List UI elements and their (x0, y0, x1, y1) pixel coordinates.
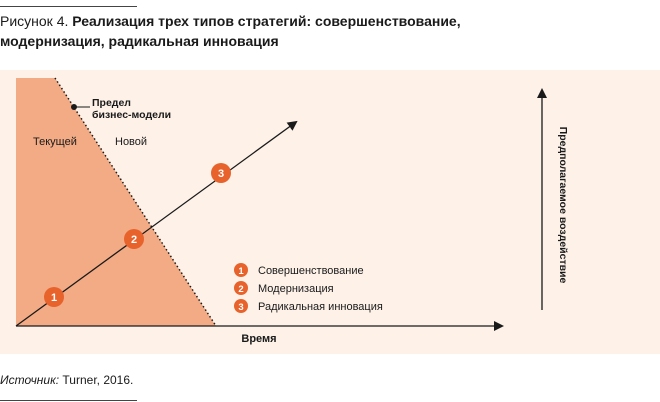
region-new-label: Новой (115, 136, 147, 148)
legend-item-1: 1 Совершенствование (234, 263, 364, 277)
marker-1: 1 (44, 287, 64, 307)
marker-3-number: 3 (218, 168, 224, 180)
legend-item-1-number: 1 (238, 266, 244, 277)
legend-item-2: 2 Модернизация (234, 281, 334, 295)
figure-title: Рисунок 4. Реализация трех типов стратег… (0, 11, 620, 51)
y-axis-label: Предполагаемое воздействие (557, 127, 569, 284)
limit-callout-dot (71, 104, 77, 110)
legend-item-3-label: Радикальная инновация (258, 301, 383, 313)
strategy-arrow (15, 120, 298, 327)
current-model-region (16, 78, 216, 326)
marker-1-number: 1 (51, 292, 57, 304)
figure-title-line2: модернизация, радикальная инновация (0, 33, 279, 49)
limit-label-line1: Предел (92, 97, 131, 109)
limit-label-line2: бизнес-модели (92, 109, 171, 121)
legend-item-1-label: Совершенствование (258, 265, 364, 277)
legend: 1 Совершенствование 2 Модернизация 3 Рад… (234, 263, 383, 313)
legend-item-2-label: Модернизация (258, 283, 334, 295)
top-rule (0, 6, 137, 7)
x-axis-label: Время (241, 333, 276, 345)
legend-item-3-number: 3 (238, 302, 243, 313)
strategy-diagram: Предел бизнес-модели Текущей Новой Время… (15, 77, 569, 345)
figure-number: Рисунок 4. (0, 13, 69, 29)
bottom-rule (0, 400, 137, 401)
region-current-label: Текущей (33, 136, 77, 148)
source-note: Источник: Turner, 2016. (0, 373, 133, 387)
figure-title-line1: Реализация трех типов стратегий: соверше… (72, 13, 461, 29)
source-label: Источник: (0, 373, 60, 387)
source-text: Turner, 2016. (59, 373, 134, 387)
marker-3: 3 (211, 163, 231, 183)
legend-item-3: 3 Радикальная инновация (234, 299, 383, 313)
business-model-limit-line (54, 77, 217, 327)
marker-2: 2 (124, 229, 144, 249)
legend-item-2-number: 2 (238, 284, 243, 295)
marker-2-number: 2 (131, 234, 137, 246)
